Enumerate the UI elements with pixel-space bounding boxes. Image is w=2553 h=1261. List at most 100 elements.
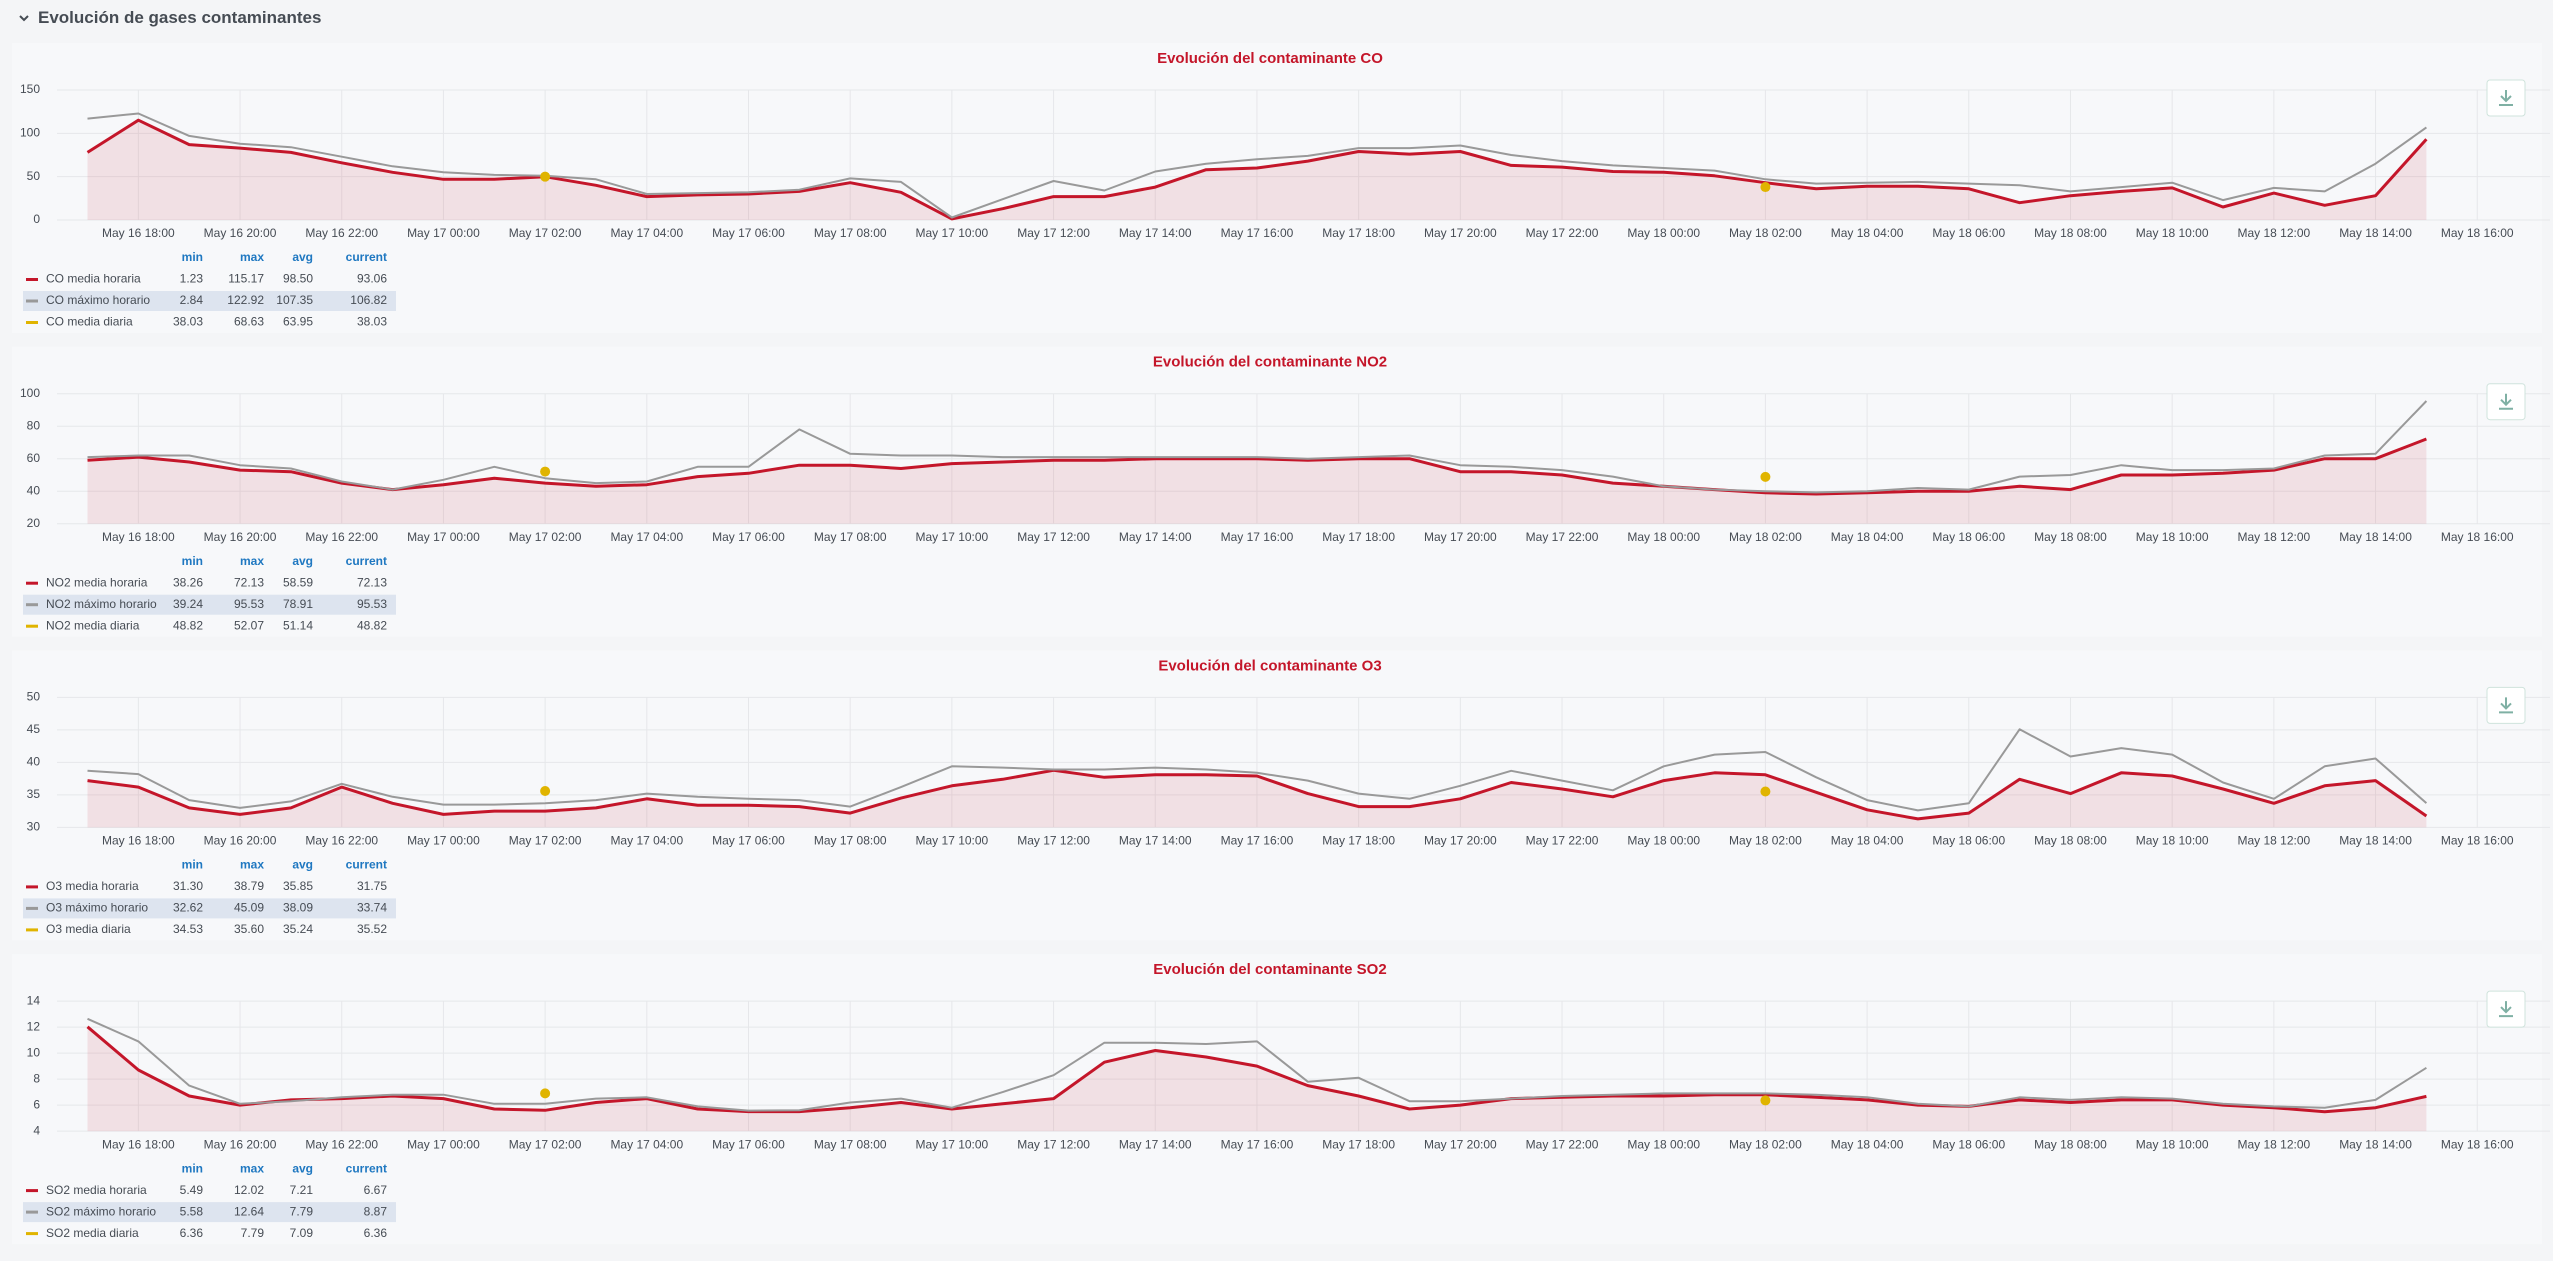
legend-stat: 6.36: [180, 1226, 204, 1240]
y-tick-label: 45: [27, 722, 41, 736]
x-tick-label: May 18 12:00: [2237, 530, 2310, 544]
legend-stat: 68.63: [234, 315, 264, 329]
legend-swatch: [26, 1210, 38, 1214]
x-tick-label: May 17 06:00: [712, 226, 785, 240]
chart-title: Evolución del contaminante NO2: [1153, 354, 1387, 371]
chevron: [19, 15, 29, 22]
legend-stat: 35.60: [234, 922, 264, 936]
x-tick-label: May 17 06:00: [712, 530, 785, 544]
x-tick-label: May 18 14:00: [2339, 834, 2412, 848]
y-tick-label: 60: [27, 451, 41, 465]
y-tick-label: 100: [20, 386, 40, 400]
legend-stat: 7.09: [290, 1226, 314, 1240]
x-tick-label: May 17 20:00: [1424, 1137, 1497, 1151]
x-tick-label: May 17 04:00: [610, 1137, 683, 1151]
download-icon: [2499, 1001, 2513, 1018]
download-button[interactable]: [2486, 79, 2526, 117]
chart-title: Evolución del contaminante CO: [1157, 50, 1383, 67]
x-tick-label: May 17 00:00: [407, 834, 480, 848]
legend-row-highlight: [23, 291, 396, 311]
legend-label: NO2 media horaria: [46, 575, 148, 589]
legend-stat: 72.13: [357, 575, 387, 589]
x-tick-label: May 18 12:00: [2237, 226, 2310, 240]
x-tick-label: May 17 22:00: [1526, 530, 1599, 544]
x-tick-label: May 17 10:00: [916, 1137, 989, 1151]
legend-stat: 106.82: [350, 293, 387, 307]
download-button[interactable]: [2486, 990, 2526, 1028]
legend-swatch: [26, 1189, 38, 1193]
legend-column-header: min: [182, 554, 203, 568]
x-tick-label: May 17 16:00: [1221, 226, 1294, 240]
series-line: [87, 728, 2428, 812]
x-tick-label: May 18 10:00: [2136, 530, 2209, 544]
download-button[interactable]: [2486, 383, 2526, 421]
row-header[interactable]: Evolución de gases contaminantes: [18, 8, 321, 28]
x-tick-label: May 17 02:00: [509, 834, 582, 848]
legend-column-header: avg: [292, 554, 313, 568]
legend-stat: 2.84: [180, 293, 204, 307]
legend-stat: 7.79: [290, 1204, 314, 1218]
x-tick-label: May 16 20:00: [204, 834, 277, 848]
download-button[interactable]: [2486, 686, 2526, 724]
legend-label: NO2 media diaria: [46, 618, 140, 632]
chart-title: Evolución del contaminante SO2: [1153, 961, 1386, 978]
x-tick-label: May 17 02:00: [509, 226, 582, 240]
legend-stat: 5.58: [180, 1204, 204, 1218]
x-tick-label: May 18 00:00: [1627, 530, 1700, 544]
legend-stat: 72.13: [234, 575, 264, 589]
legend-stat: 6.36: [364, 1226, 388, 1240]
x-tick-label: May 17 02:00: [509, 530, 582, 544]
legend-stat: 38.03: [173, 315, 203, 329]
daily-point: [1760, 182, 1771, 193]
x-tick-label: May 18 16:00: [2441, 834, 2514, 848]
legend-stat: 39.24: [173, 597, 203, 611]
legend-swatch: [26, 299, 38, 303]
download-icon: [2499, 697, 2513, 714]
x-tick-label: May 17 08:00: [814, 530, 887, 544]
legend-label: O3 media diaria: [46, 922, 131, 936]
x-tick-label: May 18 08:00: [2034, 834, 2107, 848]
x-tick-label: May 17 12:00: [1017, 834, 1090, 848]
x-tick-label: May 17 08:00: [814, 834, 887, 848]
legend-label: NO2 máximo horario: [46, 597, 157, 611]
legend-stat: 122.92: [227, 293, 264, 307]
legend-stat: 32.62: [173, 901, 203, 915]
legend-stat: 38.26: [173, 575, 203, 589]
legend-stat: 115.17: [228, 272, 264, 286]
legend-label: O3 media horaria: [46, 879, 139, 893]
x-tick-label: May 17 20:00: [1424, 530, 1497, 544]
x-tick-label: May 17 20:00: [1424, 834, 1497, 848]
legend-column-header: max: [240, 858, 264, 872]
legend-stat: 12.02: [234, 1183, 264, 1197]
x-tick-label: May 18 14:00: [2339, 226, 2412, 240]
y-tick-label: 35: [27, 787, 41, 801]
x-tick-label: May 18 12:00: [2237, 1137, 2310, 1151]
legend-stat: 93.06: [357, 272, 387, 286]
x-tick-label: May 17 04:00: [610, 226, 683, 240]
x-tick-label: May 18 04:00: [1831, 530, 1904, 544]
x-tick-label: May 17 00:00: [407, 226, 480, 240]
x-tick-label: May 16 22:00: [305, 834, 378, 848]
x-tick-label: May 18 10:00: [2136, 834, 2209, 848]
download-icon: [2499, 90, 2513, 106]
y-tick-label: 40: [27, 755, 41, 769]
x-tick-label: May 18 00:00: [1627, 834, 1700, 848]
legend-row-highlight: [23, 898, 396, 919]
legend-stat: 58.59: [283, 575, 313, 589]
x-tick-label: May 17 22:00: [1526, 834, 1599, 848]
legend-swatch: [26, 321, 38, 324]
legend-column-header: max: [240, 250, 264, 264]
legend-label: CO media diaria: [46, 315, 133, 329]
x-tick-label: May 17 18:00: [1322, 530, 1395, 544]
y-tick-label: 150: [20, 82, 40, 96]
legend-stat: 51.14: [283, 618, 313, 632]
x-tick-label: May 17 12:00: [1017, 1137, 1090, 1151]
x-tick-label: May 17 22:00: [1526, 1137, 1599, 1151]
x-tick-label: May 18 14:00: [2339, 1137, 2412, 1151]
x-tick-label: May 18 02:00: [1729, 530, 1802, 544]
x-tick-label: May 18 06:00: [1932, 834, 2005, 848]
x-tick-label: May 17 18:00: [1322, 1137, 1395, 1151]
daily-point: [540, 466, 551, 477]
legend-column-header: min: [182, 1161, 203, 1175]
